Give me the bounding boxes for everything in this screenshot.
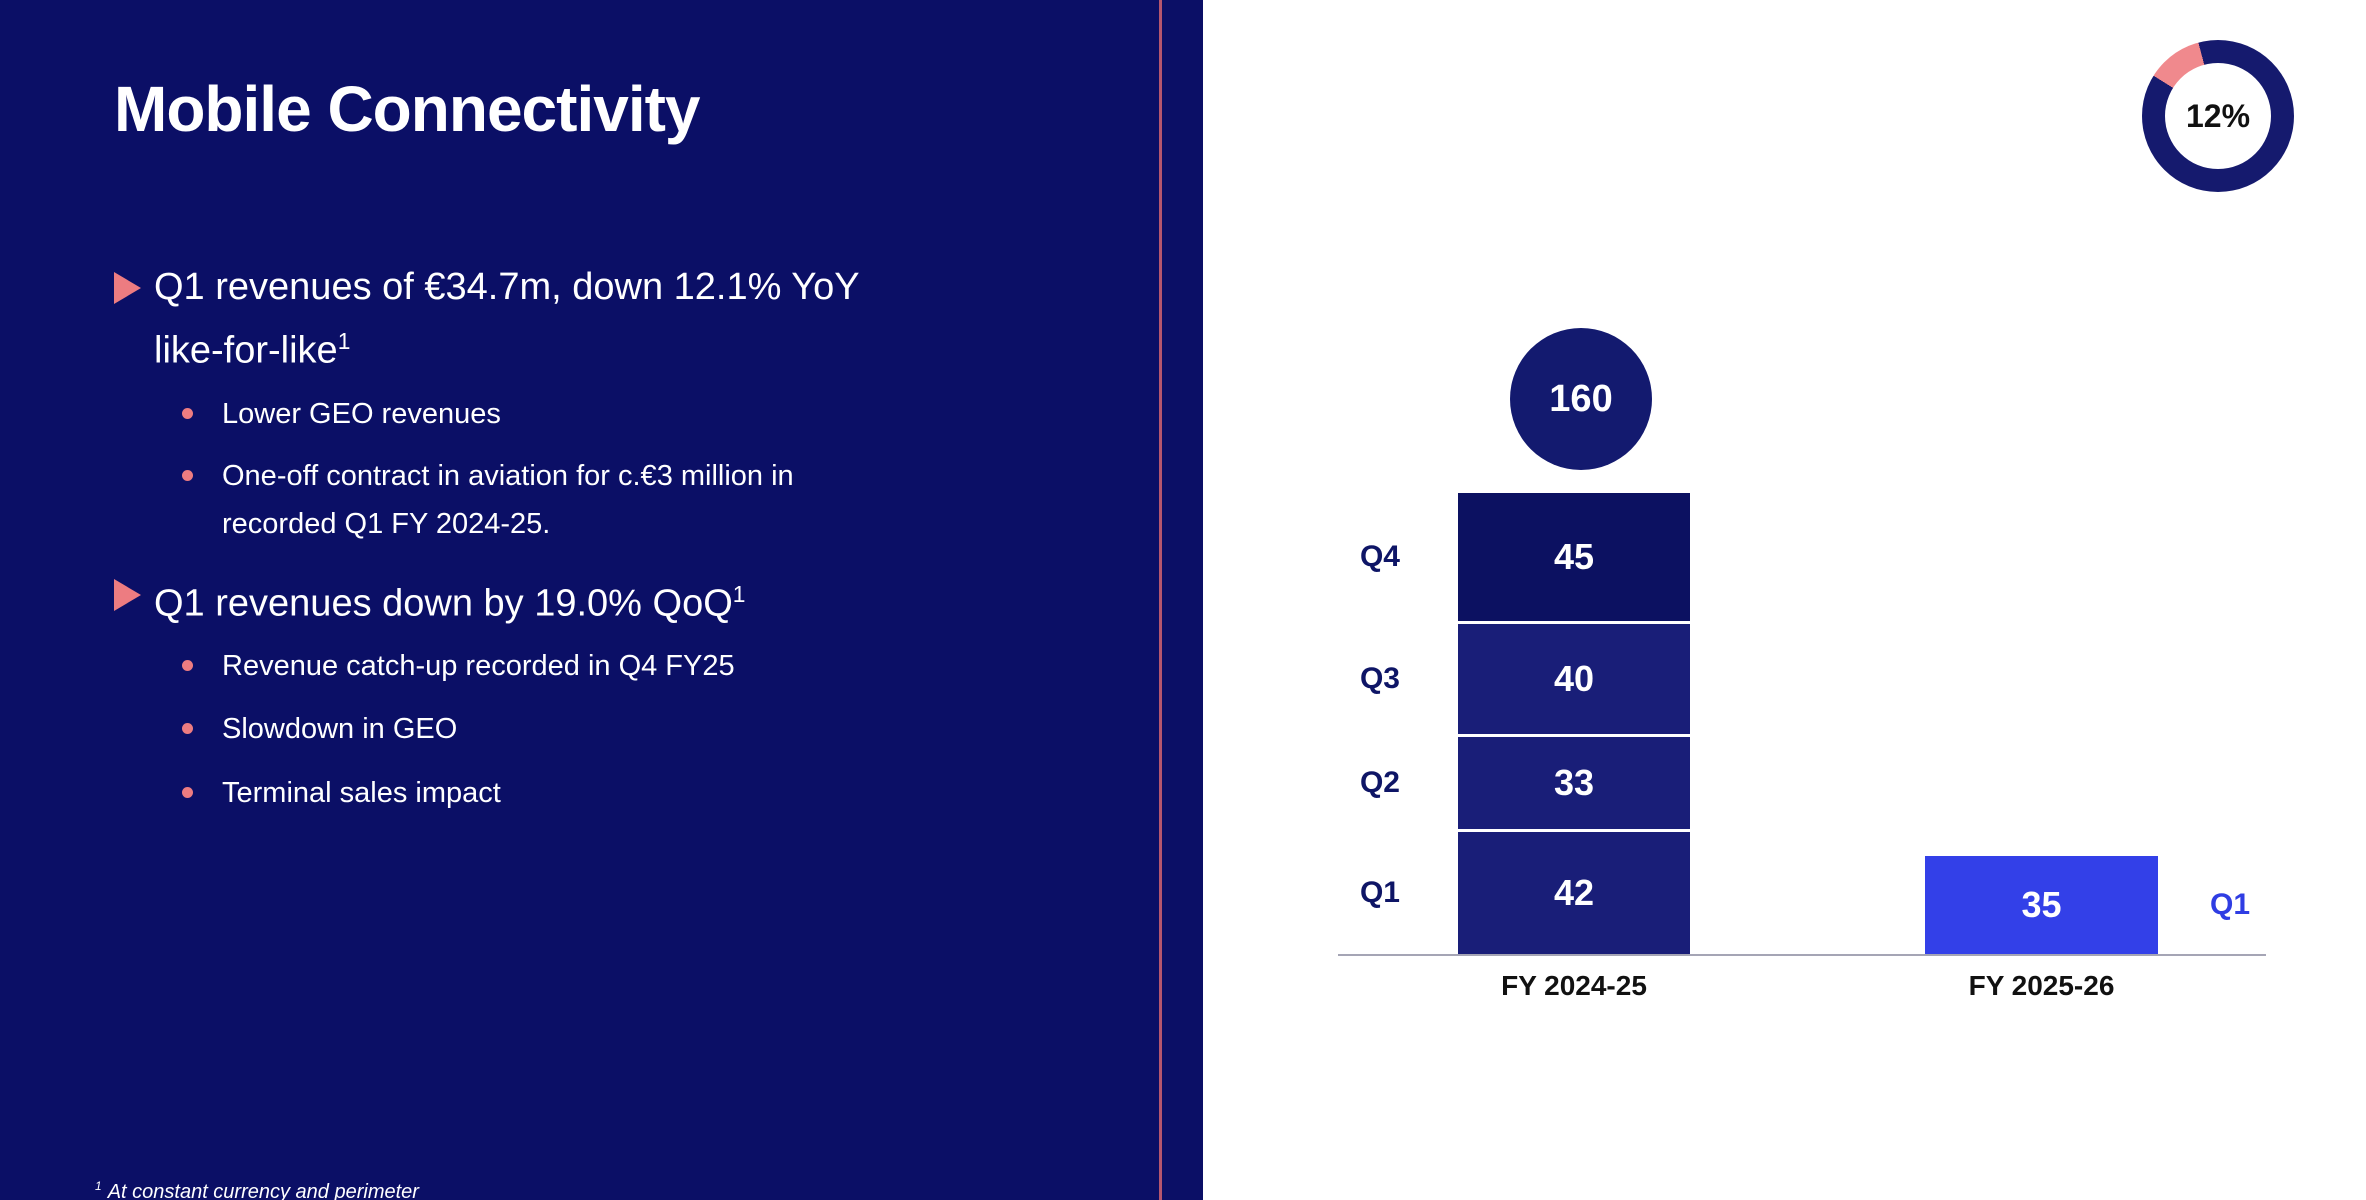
footnote-ref: 1	[337, 328, 351, 354]
footnote-text: At constant currency and perimeter	[107, 1180, 419, 1200]
bullet-text: Q1 revenues down by 19.0% QoQ	[154, 582, 733, 625]
dot-bullet-icon	[182, 660, 193, 671]
bar-value: 45	[1553, 536, 1595, 577]
triangle-bullet-icon	[114, 579, 141, 611]
dot-bullet-icon	[182, 787, 193, 798]
footnote-ref: 1	[732, 581, 746, 607]
footnote: 1 At constant currency and perimeter	[95, 1174, 419, 1200]
left-panel	[0, 0, 1203, 1200]
category-label-fy2526: FY 2025-26	[1968, 970, 2115, 1001]
bullet-item: Q1 revenues down by 19.0% QoQ1	[114, 567, 1134, 631]
bar-side-label-q1: Q1	[2209, 888, 2251, 921]
axis-label-q4: Q4	[1359, 540, 1400, 573]
bar-value: 42	[1553, 872, 1595, 913]
bar-value: 35	[2021, 884, 2062, 925]
bullet-text: Q1 revenues of €34.7m, down 12.1% YoY li…	[154, 266, 860, 372]
divider-line	[1159, 0, 1162, 1200]
dot-bullet-icon	[182, 470, 193, 481]
dot-bullet-icon	[182, 723, 193, 734]
bullet-item: Q1 revenues of €34.7m, down 12.1% YoY li…	[114, 260, 1134, 378]
bar-value: 33	[1553, 762, 1595, 803]
triangle-bullet-icon	[114, 272, 141, 304]
sub-bullet-text: Lower GEO revenues	[222, 398, 501, 430]
sub-bullet-text: One-off contract in aviation for c.€3 mi…	[222, 460, 794, 540]
total-badge: 160	[1510, 328, 1652, 470]
sub-bullet-item: One-off contract in aviation for c.€3 mi…	[182, 452, 1042, 548]
sub-bullet-item: Slowdown in GEO	[182, 705, 1042, 753]
total-badge-value: 160	[1549, 377, 1613, 420]
category-label-fy2425: FY 2024-25	[1501, 970, 1647, 1001]
bar-segment-q1-fy2425: 42	[1458, 832, 1690, 954]
axis-label-q1: Q1	[1359, 876, 1400, 909]
bar-segment-q1-fy2526: 35	[1925, 856, 2158, 954]
bar-value: 40	[1553, 658, 1595, 699]
sub-bullet-item: Revenue catch-up recorded in Q4 FY25	[182, 642, 1042, 690]
sub-bullet-item: Terminal sales impact	[182, 769, 1042, 817]
donut-value: 12%	[2185, 97, 2251, 134]
donut-chart: 12%	[2142, 40, 2294, 192]
sub-bullet-text: Revenue catch-up recorded in Q4 FY25	[222, 650, 735, 682]
footnote-sup: 1	[95, 1179, 102, 1193]
bar-segment-q3-fy2425: 40	[1458, 624, 1690, 734]
page-title: Mobile Connectivity	[114, 73, 700, 145]
bar-segment-q2-fy2425: 33	[1458, 737, 1690, 829]
axis-label-q3: Q3	[1359, 662, 1400, 695]
sub-bullet-item: Lower GEO revenues	[182, 390, 1042, 438]
sub-bullet-text: Terminal sales impact	[222, 777, 501, 809]
x-axis-line	[1338, 954, 2266, 956]
sub-bullet-text: Slowdown in GEO	[222, 713, 458, 745]
dot-bullet-icon	[182, 408, 193, 419]
axis-label-q2: Q2	[1359, 766, 1400, 799]
bar-segment-q4-fy2425: 45	[1458, 493, 1690, 621]
donut-center-label: 12%	[2165, 63, 2271, 169]
